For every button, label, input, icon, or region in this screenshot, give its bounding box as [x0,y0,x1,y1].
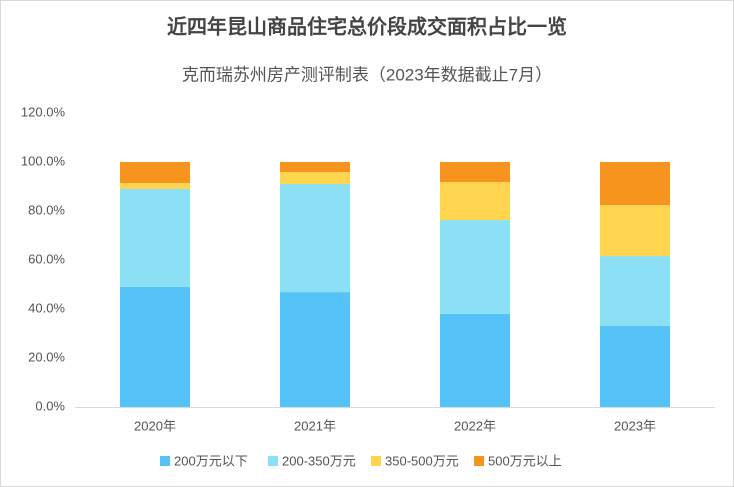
bar-segment [280,172,350,185]
x-tick-label: 2020年 [134,418,176,433]
bar-segment [600,325,670,407]
legend-label: 500万元以上 [488,453,562,468]
legend-swatch [371,456,381,466]
legend-label: 350-500万元 [385,453,459,468]
legend-swatch [268,456,278,466]
legend-swatch [160,456,170,466]
y-tick-label: 100.0% [21,153,66,168]
bar-segment [600,205,670,257]
x-tick-label: 2022年 [454,418,496,433]
legend-label: 200万元以下 [174,453,248,468]
legend-label: 200-350万元 [282,453,356,468]
legend-swatch [474,456,484,466]
y-tick-label: 40.0% [28,300,65,315]
y-tick-label: 120.0% [21,104,66,119]
x-tick-label: 2023年 [614,418,656,433]
x-tick-label: 2021年 [294,418,336,433]
chart-title: 近四年昆山商品住宅总价段成交面积占比一览 [167,14,567,38]
bar-segment [280,292,350,407]
chart-subtitle: 克而瑞苏州房产测评制表（2023年数据截止7月） [182,65,552,84]
bar-segment [280,162,350,173]
y-tick-label: 0.0% [35,398,65,413]
y-tick-label: 60.0% [28,251,65,266]
bar-segment [440,182,510,221]
y-tick-label: 20.0% [28,349,65,364]
y-tick-label: 80.0% [28,202,65,217]
bar-segment [120,188,190,287]
bar-segment [600,162,670,206]
bar-segment [440,313,510,407]
bar-segment [120,183,190,189]
bar-segment [440,220,510,314]
bar-segment [120,162,190,184]
bar-segment [280,184,350,293]
bar-segment [440,162,510,183]
bar-segment [600,256,670,326]
bar-segment [120,286,190,407]
